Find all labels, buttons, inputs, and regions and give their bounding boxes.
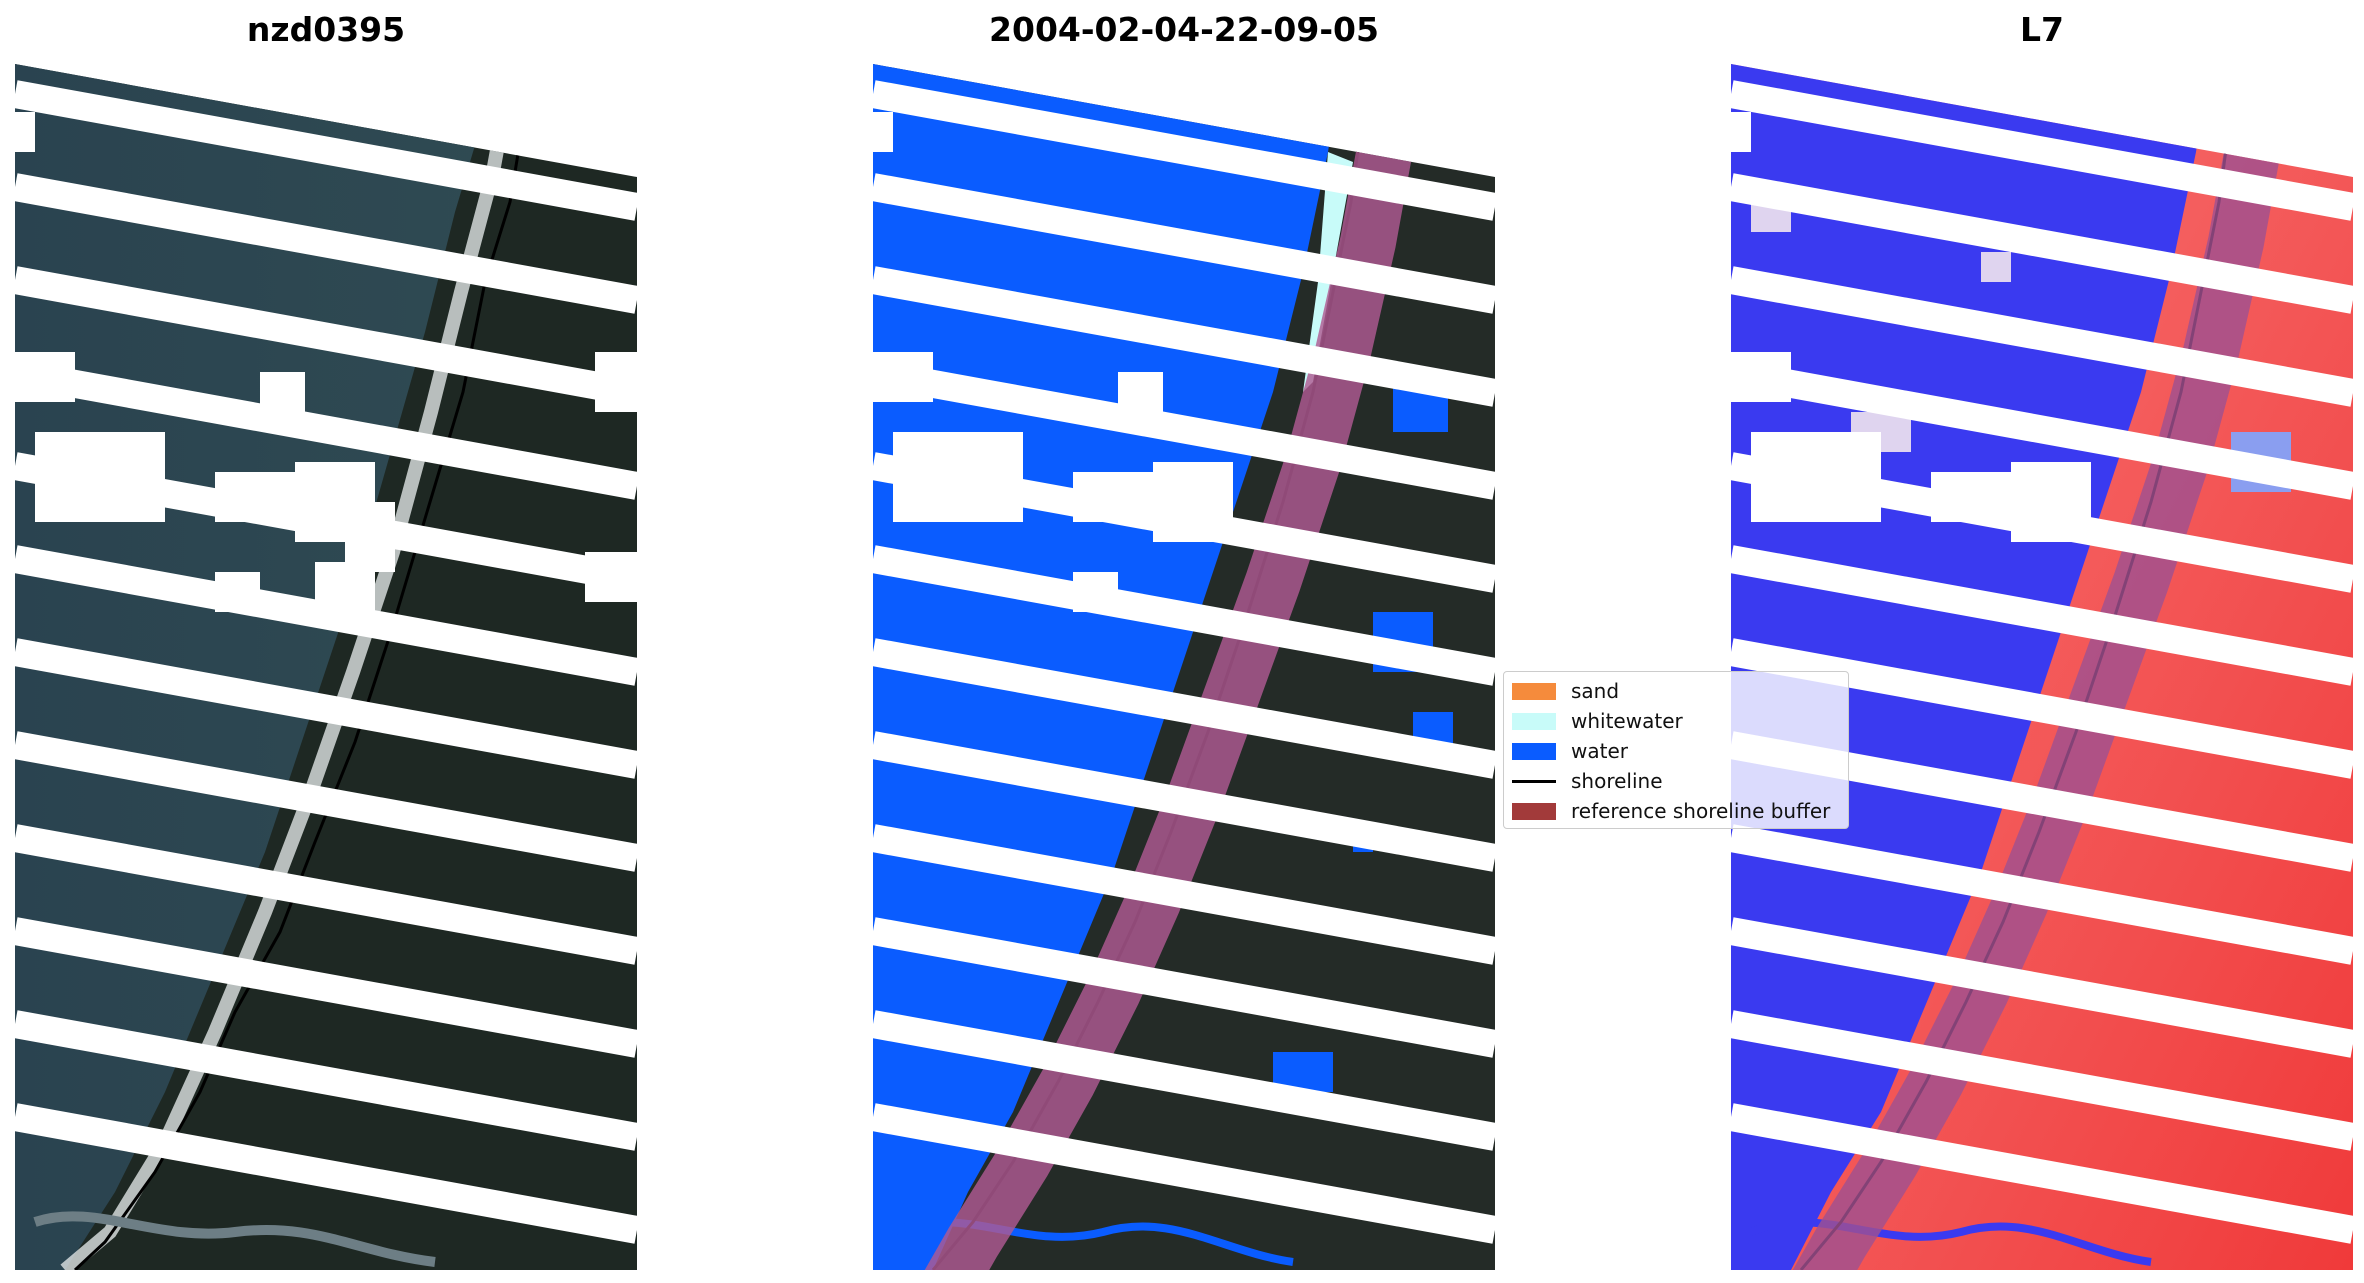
legend-label-shoreline: shoreline — [1571, 769, 1663, 793]
index-image — [1731, 64, 2353, 1270]
legend-label-reference-shoreline-buffer: reference shoreline buffer — [1571, 799, 1831, 823]
panel-title-classification: 2004-02-04-22-09-05 — [989, 10, 1379, 49]
classification-image — [873, 64, 1495, 1270]
panel-title-index: L7 — [2020, 10, 2064, 49]
scan-line-gaps-class — [873, 80, 1495, 1244]
legend-item-reference-shoreline-buffer: reference shoreline buffer — [1512, 798, 1830, 824]
river-rgb — [33, 1211, 436, 1267]
classification-panel — [873, 64, 1495, 1270]
scan-line-gaps — [15, 80, 637, 1244]
panel-title-rgb: nzd0395 — [246, 10, 406, 49]
water-swatch — [1512, 742, 1556, 760]
legend-label-water: water — [1571, 739, 1628, 763]
legend-item-whitewater: whitewater — [1512, 708, 1683, 734]
whitewater-swatch — [1512, 712, 1556, 730]
legend-label-sand: sand — [1571, 679, 1620, 703]
river-index — [1749, 1218, 2152, 1266]
rgb-image — [15, 64, 637, 1270]
shoreline-line-swatch — [1512, 779, 1556, 783]
legend-label-whitewater: whitewater — [1571, 709, 1683, 733]
legend-item-shoreline: shoreline — [1512, 768, 1663, 794]
legend-item-sand: sand — [1512, 678, 1619, 704]
sand-swatch — [1512, 682, 1556, 700]
rgb-image-panel — [15, 64, 637, 1270]
scan-line-gaps-index — [1731, 80, 2353, 1244]
legend-item-water: water — [1512, 738, 1628, 764]
reference-buffer-swatch — [1512, 802, 1556, 820]
index-panel — [1731, 64, 2353, 1270]
legend: sand whitewater water shoreline referenc… — [1503, 671, 1849, 829]
